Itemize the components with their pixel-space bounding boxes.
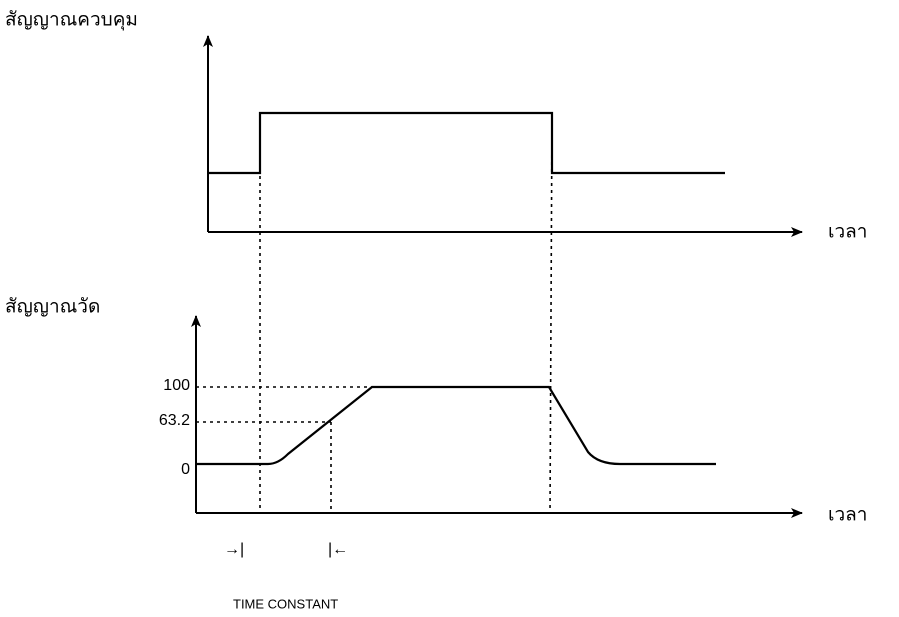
diagram: สัญญาณควบคุม เวลา สัญญาณวัด เวลา 100 63.… <box>0 0 899 617</box>
time-constant-start: →| <box>224 541 244 558</box>
response-curve <box>196 387 716 464</box>
y-axis-label: สัญญาณวัด <box>5 296 100 318</box>
level-label: 100 <box>163 377 190 394</box>
caption: TIME CONSTANT <box>233 596 338 611</box>
step-signal <box>208 113 725 173</box>
x-axis-label: เวลา <box>828 221 867 243</box>
x-axis-label: เวลา <box>828 504 867 526</box>
time-constant-end: |← <box>328 541 348 558</box>
level-label: 63.2 <box>159 412 190 429</box>
level-label: 0 <box>181 461 190 478</box>
y-axis-label: สัญญาณควบคุม <box>5 9 138 32</box>
